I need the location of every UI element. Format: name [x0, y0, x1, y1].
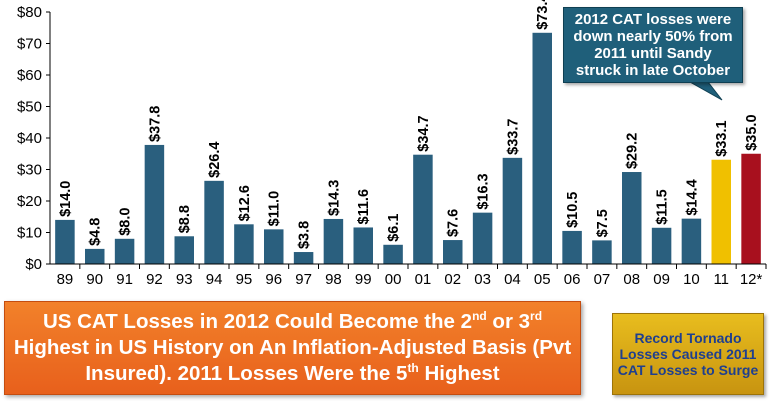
y-tick-label: $40	[17, 130, 42, 147]
value-label: $33.7	[505, 119, 521, 155]
x-tick-label: 93	[176, 271, 193, 288]
value-label: $11.5	[655, 189, 671, 225]
bar-04	[502, 157, 523, 264]
y-tick-label: $10	[17, 225, 42, 242]
bar-96	[264, 229, 284, 264]
value-label: $12.6	[237, 185, 253, 221]
bar-02	[443, 240, 463, 264]
x-tick-label: 98	[325, 271, 342, 288]
value-label: $8.8	[177, 205, 193, 233]
value-label: $29.2	[625, 133, 641, 169]
bar-91	[114, 238, 135, 264]
value-label: $34.7	[416, 115, 432, 151]
x-tick-label: 00	[385, 271, 402, 288]
y-tick-label: $80	[17, 4, 42, 21]
value-label: $35.0	[744, 114, 760, 150]
value-label: $14.3	[326, 180, 342, 216]
sandy-callout-text: 2012 CAT losses were down nearly 50% fro…	[573, 11, 733, 79]
value-label: $14.4	[684, 179, 700, 215]
x-tick-label: 92	[146, 271, 163, 288]
bar-01	[413, 154, 433, 264]
y-tick-label: $30	[17, 162, 42, 179]
x-tick-label: 90	[86, 271, 103, 288]
bars	[55, 32, 761, 264]
tornado-note-text: Record Tornado Losses Caused 2011 CAT Lo…	[617, 330, 759, 378]
bar-11	[711, 159, 731, 264]
bar-98	[323, 218, 344, 264]
x-axis: 89 90 91 92 93 94 95 96 97 98 99 00 01 02 03 04 05 06 07 08…	[50, 263, 767, 288]
x-tick-label: 97	[295, 271, 312, 288]
bar-99	[353, 227, 373, 264]
headline-banner: US CAT Losses in 2012 Could Become the 2…	[4, 301, 581, 395]
value-label: $7.5	[595, 209, 611, 237]
x-tick-label: 94	[206, 271, 223, 288]
value-label: $6.1	[386, 214, 402, 242]
bar-03	[472, 212, 493, 264]
x-tick-label: 01	[415, 271, 432, 288]
x-tick-label: 07	[594, 271, 611, 288]
bar-93	[174, 236, 194, 264]
y-tick-label: $20	[17, 193, 42, 210]
value-label: $11.0	[267, 191, 283, 227]
x-tick-label: 12*	[740, 271, 763, 288]
value-label: $8.0	[118, 208, 134, 236]
bar-05	[532, 32, 552, 264]
y-axis: $0 $10 $20 $30 $40 $50 $60 $70 $80	[17, 4, 51, 273]
x-tick-label: 05	[534, 271, 551, 288]
bar-90	[85, 248, 105, 264]
x-tick-label: 89	[57, 271, 74, 288]
value-label: $7.6	[446, 209, 462, 237]
bar-95	[234, 224, 254, 264]
value-label: $10.5	[565, 192, 581, 228]
bar-09	[651, 227, 672, 264]
x-tick-label: 08	[623, 271, 640, 288]
value-label: $3.8	[297, 221, 313, 249]
y-tick-label: $50	[17, 99, 42, 116]
y-tick-label: $0	[25, 256, 42, 273]
bar-00	[383, 244, 403, 264]
y-tick-label: $70	[17, 36, 42, 53]
value-label: $11.6	[356, 189, 372, 225]
x-tick-label: 96	[265, 271, 282, 288]
value-labels: $14.0 $4.8 $8.0 $37.8 $8.8 $26.4 $12.6 $11.0 $3.…	[58, 0, 760, 249]
x-tick-label: 10	[683, 271, 700, 288]
x-tick-label: 95	[236, 271, 253, 288]
bar-97	[293, 252, 314, 264]
value-label: $73.4	[535, 0, 551, 30]
value-label: $16.3	[476, 173, 492, 209]
x-tick-label: 11	[713, 271, 729, 288]
value-label: $14.0	[58, 181, 74, 217]
x-tick-label: 91	[116, 271, 133, 288]
bar-10	[681, 218, 702, 264]
x-tick-label: 02	[444, 271, 461, 288]
bar-89	[55, 219, 75, 264]
sandy-callout: 2012 CAT losses were down nearly 50% fro…	[563, 7, 743, 83]
value-label: $26.4	[207, 142, 223, 178]
headline-text: US CAT Losses in 2012 Could Become the 2…	[13, 309, 572, 385]
value-label: $33.1	[714, 120, 730, 156]
x-tick-label: 03	[474, 271, 491, 288]
bar-92	[144, 144, 165, 264]
x-tick-label: 06	[564, 271, 581, 288]
bar-12	[741, 153, 761, 264]
value-label: $4.8	[88, 218, 104, 246]
tornado-note: Record Tornado Losses Caused 2011 CAT Lo…	[612, 313, 764, 395]
y-tick-label: $60	[17, 67, 42, 84]
bar-08	[622, 172, 642, 264]
x-tick-label: 99	[355, 271, 372, 288]
x-tick-label: 09	[653, 271, 670, 288]
x-tick-label: 04	[504, 271, 521, 288]
bar-07	[592, 240, 612, 264]
value-label: $37.8	[147, 106, 163, 142]
bar-06	[562, 230, 582, 264]
bar-94	[204, 180, 224, 264]
